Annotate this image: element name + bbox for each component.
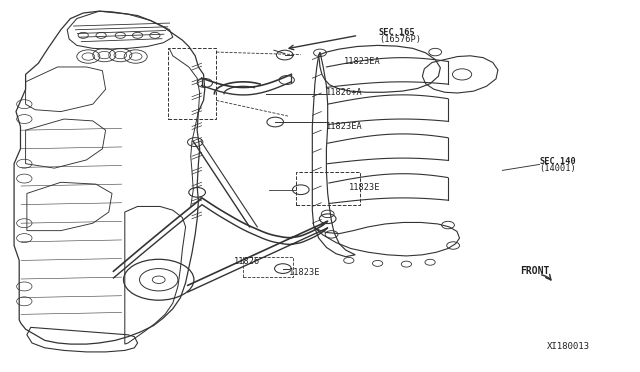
- Text: FRONT: FRONT: [520, 266, 550, 276]
- Text: 11826+A: 11826+A: [326, 88, 363, 97]
- Text: 11823E: 11823E: [289, 268, 321, 277]
- Text: (16576P): (16576P): [379, 35, 421, 44]
- Text: (14001): (14001): [540, 164, 576, 173]
- Text: XI180013: XI180013: [547, 342, 590, 351]
- Text: 11826: 11826: [234, 257, 260, 266]
- Text: SEC.140: SEC.140: [540, 157, 576, 166]
- Text: 11823EA: 11823EA: [326, 122, 363, 131]
- Text: SEC.165: SEC.165: [379, 28, 415, 37]
- Text: 11823E: 11823E: [349, 183, 380, 192]
- Text: 11823EA: 11823EA: [344, 57, 381, 66]
